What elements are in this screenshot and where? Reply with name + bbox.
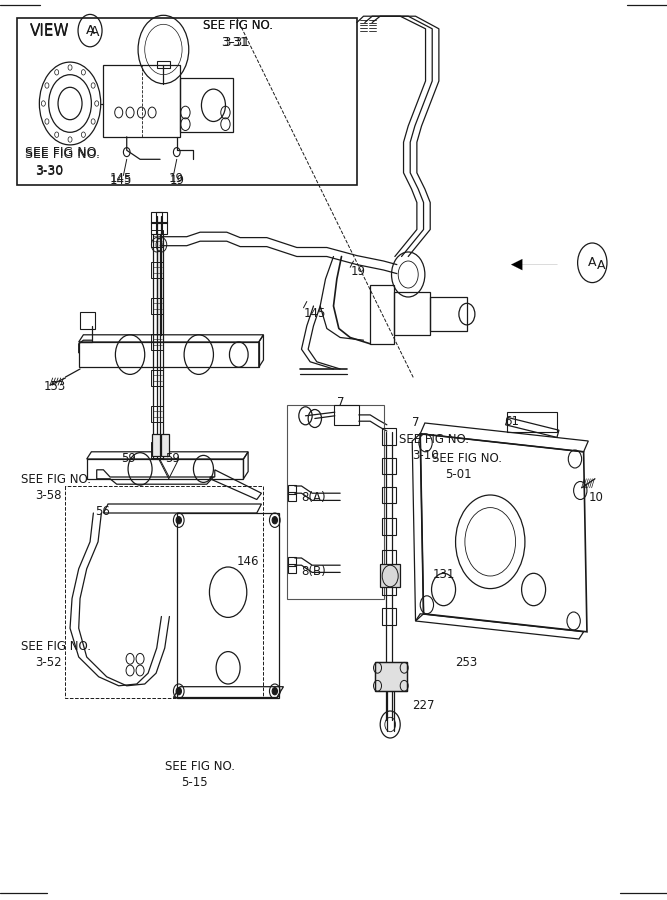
- Bar: [180, 78, 233, 132]
- Bar: [151, 212, 162, 223]
- Text: SEE FIG NO.: SEE FIG NO.: [399, 433, 469, 446]
- Bar: [156, 212, 167, 223]
- Text: 3-52: 3-52: [35, 656, 61, 669]
- Bar: [430, 297, 467, 331]
- Text: 145: 145: [110, 172, 133, 184]
- Text: SEE FIG NO.: SEE FIG NO.: [25, 148, 99, 161]
- Text: 59: 59: [165, 453, 180, 465]
- Text: 59: 59: [121, 453, 136, 465]
- Text: 227: 227: [412, 699, 435, 712]
- Text: 131: 131: [432, 568, 455, 580]
- Text: SEE FIG NO.: SEE FIG NO.: [21, 473, 91, 486]
- Bar: [382, 608, 396, 625]
- Bar: [370, 285, 394, 344]
- Circle shape: [176, 688, 181, 695]
- Text: A: A: [597, 259, 606, 272]
- Bar: [288, 492, 296, 501]
- Bar: [151, 222, 162, 234]
- Bar: [382, 550, 396, 566]
- Text: 19: 19: [170, 174, 185, 186]
- Bar: [375, 662, 407, 691]
- Bar: [288, 485, 296, 494]
- Text: 56: 56: [95, 505, 110, 518]
- Text: 3-10: 3-10: [412, 449, 439, 462]
- Text: SEE FIG NO.: SEE FIG NO.: [165, 760, 235, 773]
- Text: 19: 19: [169, 172, 183, 184]
- Bar: [380, 564, 400, 587]
- Text: 253: 253: [455, 656, 477, 669]
- Text: 3-30: 3-30: [35, 166, 63, 178]
- Text: SEE FIG NO.: SEE FIG NO.: [203, 19, 273, 32]
- Text: 10: 10: [588, 491, 603, 504]
- Bar: [151, 262, 163, 278]
- Bar: [382, 428, 396, 445]
- Bar: [382, 487, 396, 503]
- Bar: [156, 222, 167, 234]
- Text: VIEW: VIEW: [30, 24, 69, 39]
- Bar: [375, 662, 407, 691]
- Text: VIEW: VIEW: [30, 23, 69, 38]
- Text: 3-58: 3-58: [35, 490, 61, 502]
- Text: 3-30: 3-30: [35, 164, 63, 176]
- Bar: [382, 518, 396, 535]
- Bar: [507, 412, 557, 432]
- Bar: [103, 65, 180, 137]
- Circle shape: [272, 517, 277, 524]
- Bar: [152, 434, 160, 456]
- Bar: [151, 442, 163, 458]
- Text: 153: 153: [43, 381, 65, 393]
- Text: 7: 7: [412, 417, 419, 429]
- Bar: [382, 458, 396, 474]
- Bar: [151, 370, 163, 386]
- Bar: [151, 230, 163, 247]
- Text: 8(A): 8(A): [301, 491, 326, 504]
- Text: 8(B): 8(B): [301, 565, 326, 578]
- Circle shape: [176, 517, 181, 524]
- Bar: [161, 434, 169, 456]
- Text: 5-01: 5-01: [446, 468, 472, 481]
- Text: A: A: [85, 24, 95, 37]
- Bar: [287, 405, 384, 598]
- Text: SEE FIG NO.: SEE FIG NO.: [21, 640, 91, 652]
- Text: 145: 145: [303, 307, 326, 320]
- Circle shape: [272, 688, 277, 695]
- Text: SEE FIG NO.: SEE FIG NO.: [25, 147, 99, 159]
- Bar: [151, 298, 163, 314]
- Text: 145: 145: [110, 174, 133, 186]
- Text: 19: 19: [350, 266, 365, 278]
- Bar: [334, 405, 359, 425]
- Text: A: A: [90, 24, 99, 39]
- Text: 3-31: 3-31: [223, 36, 250, 49]
- Bar: [288, 557, 296, 566]
- Text: SEE FIG NO.: SEE FIG NO.: [203, 19, 273, 32]
- Text: A: A: [588, 256, 596, 269]
- Bar: [394, 292, 430, 335]
- Text: 61: 61: [504, 415, 519, 428]
- Text: 3-31: 3-31: [221, 36, 248, 49]
- Text: 146: 146: [237, 555, 259, 568]
- Bar: [80, 312, 95, 328]
- Text: 5-15: 5-15: [181, 777, 208, 789]
- Bar: [151, 334, 163, 350]
- Text: 7: 7: [337, 396, 344, 409]
- Bar: [17, 18, 357, 184]
- Text: SEE FIG NO.: SEE FIG NO.: [432, 452, 502, 464]
- Bar: [151, 406, 163, 422]
- Bar: [157, 61, 170, 68]
- Bar: [382, 579, 396, 595]
- Bar: [288, 564, 296, 573]
